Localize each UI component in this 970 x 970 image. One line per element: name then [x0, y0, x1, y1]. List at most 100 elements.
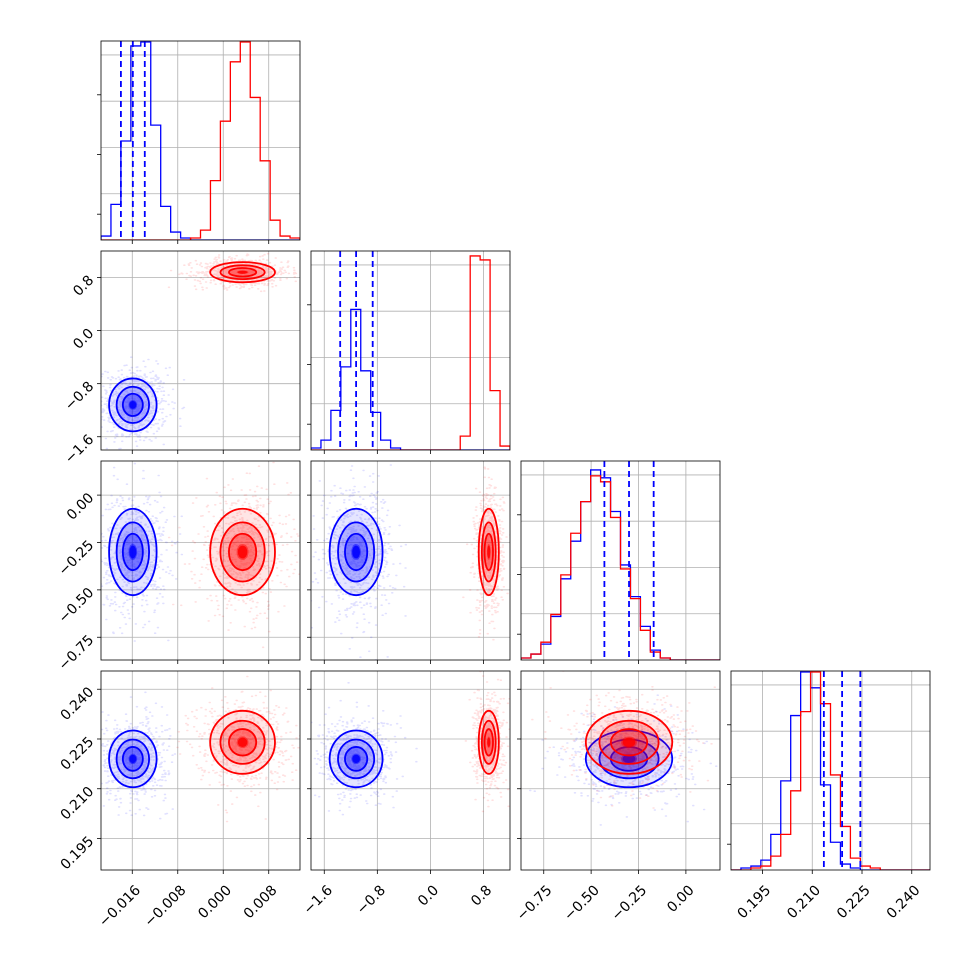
panel-frame	[310, 250, 511, 451]
x-tick-label: 0.195	[735, 882, 775, 922]
contour-blue	[121, 392, 144, 417]
contour-red	[228, 728, 258, 757]
density-peak	[129, 400, 137, 409]
y-tick-label: 0.225	[58, 734, 98, 774]
panel-3-1	[307, 670, 511, 874]
histogram-blue	[101, 41, 300, 240]
contour-blue	[344, 746, 369, 772]
contour-red	[477, 507, 500, 597]
panel-1-0	[97, 250, 301, 454]
density-peak	[237, 545, 248, 559]
x-tick-label: −0.50	[561, 882, 603, 924]
contour-blue	[108, 729, 158, 789]
panel-3-2	[517, 670, 721, 874]
y-tick-label: −0.25	[56, 537, 98, 579]
panel-frame	[100, 460, 301, 661]
x-tick-label: 0.000	[195, 882, 235, 922]
contour-red	[483, 532, 494, 572]
contour-blue	[337, 738, 376, 780]
y-tick-label: 0.240	[58, 684, 98, 724]
histogram-blue	[731, 671, 930, 870]
x-tick-label: −0.25	[609, 882, 651, 924]
contour-red	[228, 532, 258, 572]
histogram-red	[521, 475, 720, 660]
contour-red	[209, 709, 276, 775]
panel-frame	[310, 670, 511, 871]
x-tick-label: −0.8	[354, 882, 389, 917]
contour-blue	[115, 385, 151, 424]
panel-frame	[100, 670, 301, 871]
panel-3-3	[727, 670, 931, 874]
scatter-blue	[311, 682, 418, 816]
y-tick-label: 0.8	[70, 273, 97, 300]
panel-frame	[520, 670, 721, 871]
contour-red	[209, 507, 276, 597]
panel-2-1	[307, 460, 511, 664]
panel-2-2	[517, 460, 721, 664]
contour-red	[228, 267, 258, 278]
y-tick-label: −0.75	[56, 632, 98, 674]
x-tick-label: 0.00	[664, 882, 697, 915]
y-tick-label: −0.8	[62, 379, 97, 414]
contour-red	[584, 709, 674, 775]
y-tick-label: 0.0	[70, 326, 97, 353]
panel-3-0	[97, 670, 301, 874]
x-tick-label: −0.016	[96, 882, 144, 930]
panel-2-0	[97, 460, 301, 664]
contour-red	[219, 521, 266, 583]
panel-frame	[520, 460, 721, 661]
x-tick-label: 0.0	[415, 882, 442, 909]
y-tick-label: −1.6	[62, 432, 97, 467]
density-peak	[352, 754, 361, 764]
panel-1-1	[307, 250, 511, 454]
contour-red	[477, 709, 500, 775]
y-tick-label: 0.195	[58, 833, 98, 873]
x-tick-label: −0.75	[514, 882, 556, 924]
contour-red	[598, 719, 660, 765]
contour-blue	[344, 532, 369, 572]
contour-red	[219, 264, 266, 281]
histogram-red	[311, 255, 510, 450]
panel-frame	[100, 40, 301, 241]
histogram-blue	[311, 308, 510, 450]
panel-frame	[100, 250, 301, 451]
contour-blue	[108, 507, 158, 597]
density-peak	[487, 545, 491, 559]
density-peak	[622, 737, 636, 747]
density-peak	[487, 737, 491, 747]
contour-red	[480, 719, 497, 765]
density-peak	[352, 545, 361, 559]
density-peak	[237, 270, 248, 274]
density-peak	[129, 754, 137, 764]
contour-blue	[121, 746, 144, 772]
contour-red	[483, 728, 494, 757]
contour-blue	[115, 521, 151, 583]
panel-0-0	[97, 40, 301, 244]
panel-frame	[730, 670, 931, 871]
contour-blue	[108, 377, 158, 433]
x-tick-label: 0.225	[834, 882, 874, 922]
histogram-red	[731, 671, 930, 870]
density-peak	[129, 545, 137, 559]
histogram-red	[101, 41, 300, 240]
x-tick-label: 0.240	[884, 882, 924, 922]
contour-red	[609, 728, 649, 757]
contour-blue	[121, 532, 144, 572]
contour-blue	[584, 729, 674, 789]
x-tick-label: 0.8	[468, 882, 495, 909]
density-peak	[622, 754, 636, 764]
contour-red	[209, 261, 276, 284]
panel-frame	[310, 460, 511, 661]
contour-blue	[115, 738, 151, 780]
contour-red	[480, 521, 497, 583]
contour-red	[219, 719, 266, 765]
y-tick-label: 0.210	[58, 784, 98, 824]
y-tick-label: −0.50	[56, 585, 98, 627]
x-tick-label: −1.6	[301, 882, 336, 917]
x-tick-label: 0.008	[241, 882, 281, 922]
x-tick-label: 0.210	[784, 882, 824, 922]
contour-blue	[337, 521, 376, 583]
contour-blue	[328, 729, 384, 789]
density-peak	[237, 737, 248, 747]
